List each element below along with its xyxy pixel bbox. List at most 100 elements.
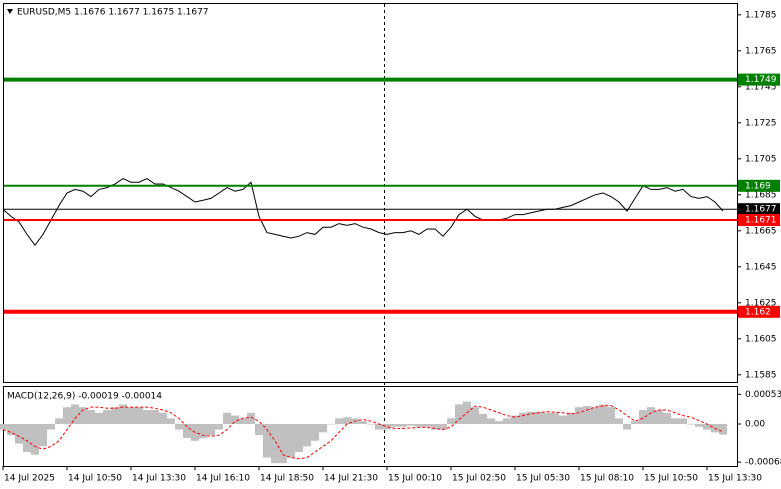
macd-bar: [343, 417, 351, 424]
macd-bar: [119, 404, 127, 424]
macd-bar: [559, 415, 567, 424]
level-label-box: [738, 214, 780, 226]
y-tick-label: 1.1625: [745, 298, 777, 308]
x-tick-label: 15 Jul 05:30: [516, 474, 570, 484]
macd-bar: [95, 412, 103, 424]
macd-bar: [183, 423, 191, 438]
macd-bar: [471, 407, 479, 424]
macd-bar: [655, 409, 663, 424]
level-label: 1.1677: [745, 205, 777, 215]
macd-bar: [663, 412, 671, 424]
macd-bar: [111, 407, 119, 424]
macd-bar: [415, 423, 423, 427]
x-tick-label: 14 Jul 13:30: [132, 474, 186, 484]
x-tick-label: 15 Jul 13:30: [708, 474, 762, 484]
macd-bar: [511, 415, 519, 424]
macd-bar: [671, 418, 679, 424]
x-tick-label: 14 Jul 18:50: [260, 474, 314, 484]
macd-bar: [127, 407, 135, 424]
macd-bar: [143, 409, 151, 424]
level-label-box: [738, 73, 780, 86]
macd-bar: [207, 423, 215, 436]
macd-bar: [423, 423, 431, 427]
price-frame: [3, 3, 738, 383]
y-tick-label: 1.1665: [745, 226, 777, 236]
x-tick-label: 15 Jul 10:50: [644, 474, 698, 484]
macd-bar: [567, 412, 575, 424]
macd-bar: [71, 404, 79, 424]
macd-bar: [31, 423, 39, 455]
macd-bar: [487, 418, 495, 424]
macd-bar: [447, 418, 455, 424]
macd-bar: [455, 404, 463, 424]
macd-bar: [551, 412, 559, 424]
level-label-box: [738, 305, 780, 318]
macd-bar: [639, 409, 647, 424]
macd-bar: [503, 418, 511, 424]
macd-bar: [719, 423, 727, 435]
macd-bar: [271, 423, 279, 464]
macd-bar: [495, 421, 503, 424]
macd-bar: [151, 409, 159, 424]
macd-bar: [591, 407, 599, 424]
macd-bar: [543, 412, 551, 424]
macd-bar: [39, 423, 47, 447]
x-tick-label: 15 Jul 02:50: [452, 474, 506, 484]
menu-arrow[interactable]: [7, 9, 13, 14]
macd-bar: [63, 407, 71, 424]
macd-bar: [159, 412, 167, 424]
level-label: 1.1749: [745, 75, 777, 85]
y-tick-label: 1.1585: [745, 370, 777, 380]
y-tick-label: 1.1645: [745, 262, 777, 272]
level-label: 1.169: [745, 181, 771, 191]
macd-bar: [47, 423, 55, 430]
chart-title: EURUSD,M5 1.1676 1.1677 1.1675 1.1677: [17, 8, 209, 18]
macd-bar: [167, 418, 175, 424]
x-tick-label: 14 Jul 10:50: [68, 474, 122, 484]
macd-bar: [703, 423, 711, 430]
macd-bar: [439, 423, 447, 430]
macd-bar: [695, 423, 703, 427]
macd-bar: [327, 423, 335, 425]
macd-bar: [607, 407, 615, 424]
macd-bar: [359, 421, 367, 424]
macd-bar: [367, 423, 375, 425]
y-tick-label: -0.00068: [745, 458, 781, 468]
macd-bar: [647, 407, 655, 424]
macd-bar: [23, 423, 31, 452]
macd-bar: [263, 423, 271, 458]
macd-bar: [527, 411, 535, 424]
macd-bar: [311, 423, 319, 441]
macd-bar: [335, 418, 343, 424]
macd-bar: [287, 423, 295, 458]
macd-bar: [103, 409, 111, 424]
x-tick-label: 14 Jul 2025: [4, 474, 55, 484]
y-tick-label: 1.1725: [745, 118, 777, 128]
macd-bar: [303, 423, 311, 447]
macd-bar: [575, 407, 583, 424]
macd-bar: [15, 423, 23, 444]
macd-bar: [679, 418, 687, 424]
macd-bar: [279, 423, 287, 464]
macd-bar: [239, 418, 247, 424]
macd-bar: [375, 423, 383, 430]
y-tick-label: 1.1685: [745, 190, 777, 200]
macd-bar: [7, 423, 15, 436]
level-label: 1.1671: [745, 216, 777, 226]
macd-bar: [479, 413, 487, 424]
price-line: [2, 178, 724, 247]
macd-bar: [383, 423, 391, 430]
macd-bar: [199, 423, 207, 438]
level-label-box: [738, 179, 780, 192]
macd-bar: [615, 418, 623, 424]
macd-bar: [623, 423, 631, 430]
macd-bar: [247, 412, 255, 424]
level-label-box: [738, 203, 780, 216]
y-tick-label: 1.1785: [745, 10, 777, 20]
macd-bar: [583, 406, 591, 424]
macd-bar: [687, 423, 695, 425]
macd-bar: [223, 412, 231, 424]
x-tick-label: 14 Jul 21:30: [324, 474, 378, 484]
macd-bar: [519, 412, 527, 424]
